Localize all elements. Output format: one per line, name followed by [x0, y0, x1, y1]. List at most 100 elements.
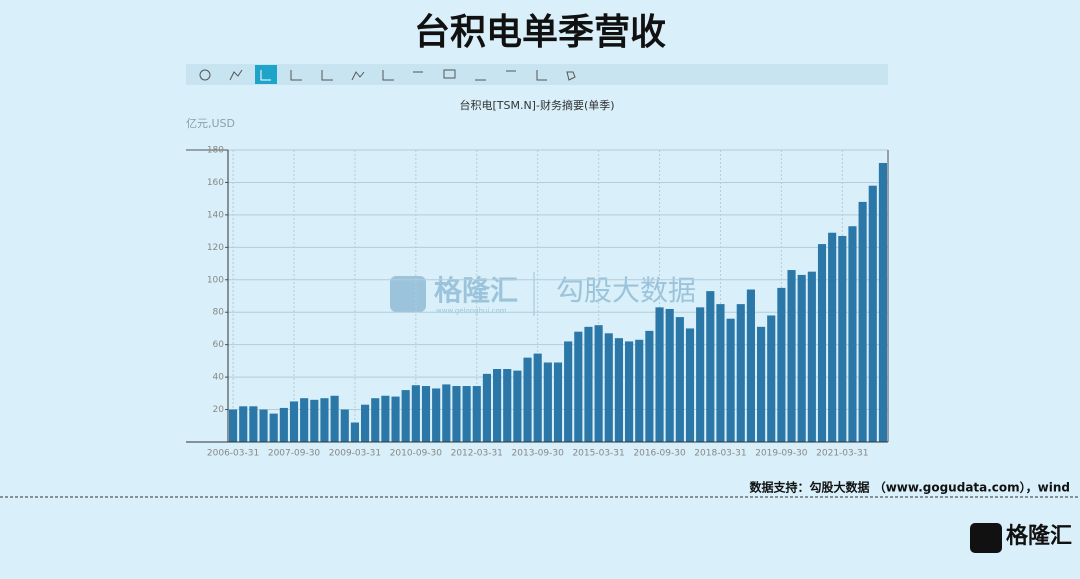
- watermark-text: 格隆汇: [434, 274, 518, 307]
- bar: [574, 331, 583, 442]
- bar: [361, 404, 370, 442]
- bar: [381, 395, 390, 442]
- bar: [604, 333, 613, 442]
- bar: [828, 232, 837, 442]
- bar: [757, 326, 766, 442]
- chart-title: 台积电单季营收: [414, 12, 666, 53]
- toolbar-icons[interactable]: [199, 69, 576, 81]
- bar: [543, 362, 552, 442]
- bar: [259, 409, 268, 442]
- bar: [787, 270, 796, 442]
- bar: [513, 370, 522, 442]
- x-tick-label: 2007-09-30: [268, 449, 321, 459]
- bar: [371, 398, 380, 442]
- bar: [777, 287, 786, 442]
- bar: [584, 326, 593, 442]
- bar: [838, 235, 847, 442]
- y-tick-label: 140: [207, 210, 224, 220]
- x-tick-label: 2021-03-31: [816, 449, 868, 459]
- y-tick-label: 100: [207, 275, 224, 285]
- watermark-logo: [390, 276, 426, 312]
- y-tick-label: 80: [213, 308, 225, 318]
- bar: [493, 369, 502, 442]
- bar: [472, 386, 481, 442]
- source-note: 数据支持：勾股大数据 （www.gogudata.com），wind: [750, 480, 1070, 495]
- bar: [848, 226, 857, 442]
- bar: [878, 162, 887, 442]
- bar: [696, 307, 705, 442]
- x-tick-label: 2006-03-31: [207, 449, 259, 459]
- bar: [685, 328, 695, 442]
- bar: [675, 317, 684, 442]
- bar: [330, 395, 339, 442]
- bar: [706, 291, 715, 442]
- bar: [645, 330, 654, 442]
- bar: [269, 413, 278, 442]
- bar: [746, 289, 755, 442]
- y-tick-label: 40: [213, 373, 225, 383]
- x-tick-label: 2015-03-31: [572, 449, 624, 459]
- bar: [503, 369, 512, 442]
- bar: [462, 386, 471, 442]
- bar: [625, 341, 634, 442]
- bar: [665, 308, 674, 442]
- y-tick-label: 120: [207, 243, 224, 253]
- corner-logo: 格隆汇: [970, 523, 1072, 553]
- bar: [716, 304, 725, 442]
- bar: [249, 406, 258, 442]
- bar: [767, 315, 776, 442]
- logo-text: 格隆汇: [1006, 523, 1072, 549]
- bar: [868, 185, 877, 442]
- unit-label: 亿元,USD: [186, 117, 235, 130]
- x-tick-label: 2009-03-31: [329, 449, 381, 459]
- bar: [320, 398, 329, 442]
- bar: [655, 307, 664, 442]
- bar: [452, 386, 461, 442]
- bar: [523, 357, 532, 442]
- bar: [736, 304, 745, 442]
- watermark-url: www.gelonghui.com: [436, 307, 507, 315]
- bar: [401, 390, 410, 442]
- bar: [726, 318, 735, 442]
- bar: [533, 353, 542, 442]
- bar: [817, 244, 827, 442]
- bar: [391, 396, 400, 442]
- bar: [310, 399, 319, 442]
- y-tick-label: 180: [207, 146, 224, 156]
- bar: [614, 338, 623, 442]
- bar: [350, 422, 359, 442]
- logo-mark: [970, 523, 1002, 553]
- y-tick-label: 60: [213, 340, 225, 350]
- bar: [635, 339, 644, 442]
- bar: [411, 385, 420, 442]
- bar: [807, 271, 816, 442]
- bar: [239, 406, 248, 442]
- y-tick-label: 160: [207, 178, 224, 188]
- bar: [553, 362, 563, 442]
- x-tick-label: 2019-09-30: [755, 449, 808, 459]
- bar: [279, 407, 288, 442]
- bar: [289, 401, 299, 442]
- toolbar-active[interactable]: [255, 65, 277, 84]
- bar: [858, 201, 867, 442]
- bar: [564, 341, 573, 442]
- bar: [300, 398, 309, 442]
- watermark-text: 勾股大数据: [556, 274, 696, 307]
- x-tick-label: 2016-09-30: [633, 449, 686, 459]
- bar: [432, 388, 441, 442]
- x-tick-label: 2012-03-31: [451, 449, 503, 459]
- bar: [229, 409, 238, 442]
- x-tick-label: 2013-09-30: [512, 449, 565, 459]
- bar: [482, 373, 491, 442]
- x-tick-label: 2018-03-31: [694, 449, 746, 459]
- y-tick-label: 20: [213, 405, 225, 415]
- chart-subtitle: 台积电[TSM.N]-财务摘要(单季): [459, 98, 614, 112]
- bar: [594, 325, 603, 442]
- x-tick-label: 2010-09-30: [390, 449, 443, 459]
- bar: [797, 274, 806, 442]
- bar: [340, 409, 349, 442]
- toolbar: [186, 64, 888, 85]
- bar: [442, 384, 451, 442]
